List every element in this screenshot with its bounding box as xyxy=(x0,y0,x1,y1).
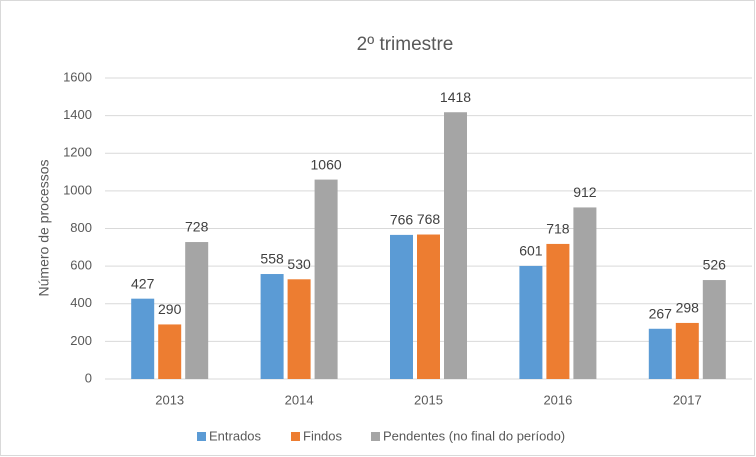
legend-label: Entrados xyxy=(209,428,262,443)
bar xyxy=(417,234,440,379)
x-tick-label: 2013 xyxy=(155,392,184,407)
data-label: 530 xyxy=(287,256,311,272)
bar xyxy=(390,234,413,379)
data-label: 728 xyxy=(185,219,209,235)
data-label: 912 xyxy=(573,184,597,200)
y-tick-label: 400 xyxy=(70,295,92,310)
y-tick-label: 1000 xyxy=(63,182,92,197)
bar xyxy=(287,279,311,379)
bar xyxy=(185,242,209,379)
y-tick-label: 800 xyxy=(70,220,92,235)
data-label: 766 xyxy=(390,212,414,228)
bar xyxy=(158,324,182,379)
data-label: 267 xyxy=(649,305,673,321)
data-label: 290 xyxy=(158,301,182,317)
x-tick-label: 2014 xyxy=(285,392,314,407)
bar xyxy=(675,322,699,379)
data-label: 1060 xyxy=(311,156,342,172)
chart-title: 2º trimestre xyxy=(357,34,454,55)
data-label: 601 xyxy=(519,243,543,259)
bar xyxy=(444,112,467,380)
bar xyxy=(573,207,597,379)
y-tick-label: 1400 xyxy=(63,107,92,122)
data-label: 1418 xyxy=(440,89,471,105)
x-tick-label: 2017 xyxy=(673,392,702,407)
data-label: 298 xyxy=(676,300,700,316)
data-label: 768 xyxy=(417,211,441,227)
bar xyxy=(260,274,284,379)
data-label: 718 xyxy=(546,221,570,237)
legend-swatch xyxy=(197,432,206,441)
legend-swatch xyxy=(371,432,380,441)
legend-label: Pendentes (no final do período) xyxy=(383,428,565,443)
y-tick-label: 1600 xyxy=(63,69,92,84)
bar xyxy=(519,265,543,379)
bar xyxy=(702,280,726,379)
x-tick-label: 2016 xyxy=(543,392,572,407)
y-tick-label: 1200 xyxy=(63,145,92,160)
bar xyxy=(131,298,155,379)
bar xyxy=(648,328,672,379)
data-label: 526 xyxy=(703,257,727,273)
x-tick-label: 2015 xyxy=(414,392,443,407)
y-tick-label: 600 xyxy=(70,258,92,273)
y-axis-label: Número de processos xyxy=(36,160,52,297)
bar xyxy=(314,179,338,379)
y-tick-label: 0 xyxy=(85,370,92,385)
y-tick-label: 200 xyxy=(70,333,92,348)
data-label: 558 xyxy=(260,251,284,267)
bar xyxy=(546,243,570,379)
legend-swatch xyxy=(291,432,300,441)
legend-label: Findos xyxy=(303,428,343,443)
data-label: 427 xyxy=(131,275,155,291)
